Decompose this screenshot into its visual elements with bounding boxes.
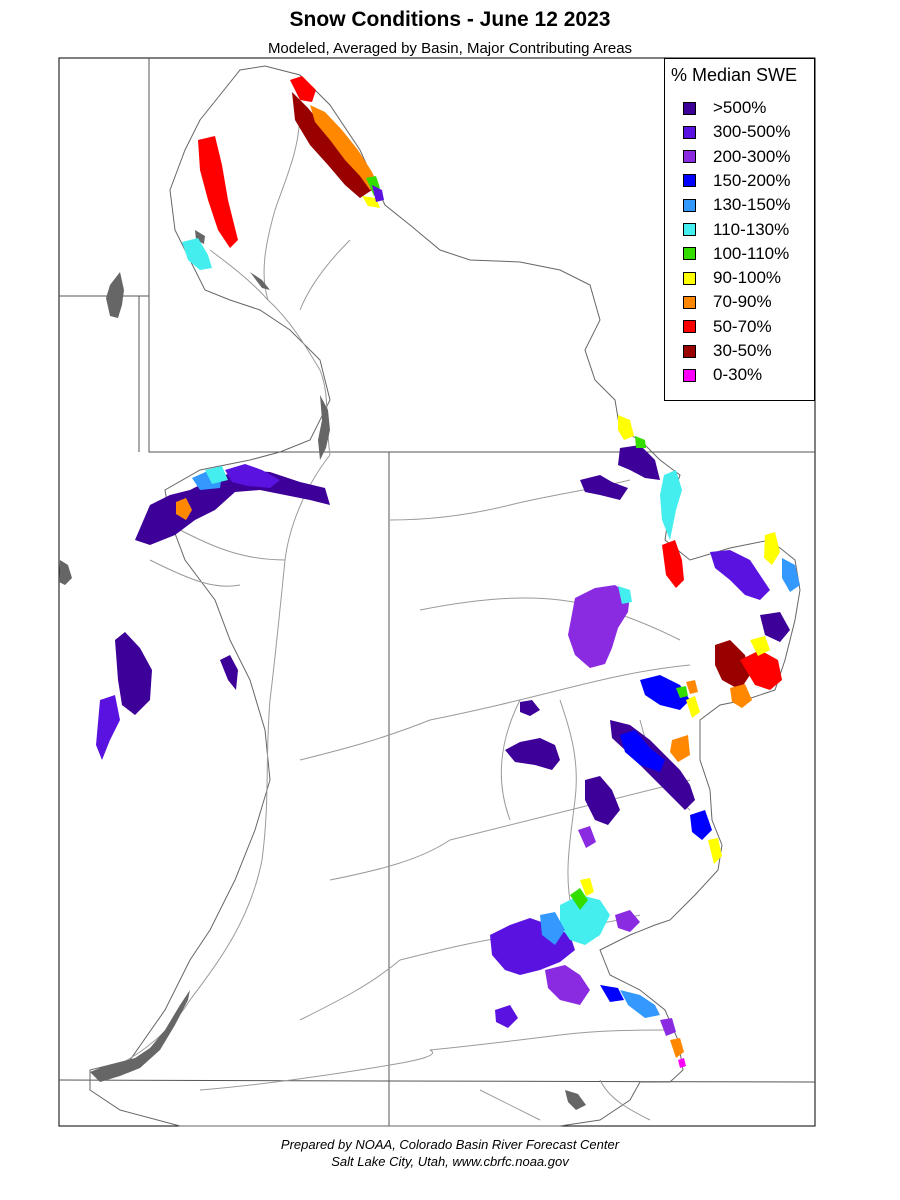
snow-patch-wind-river-orange: [310, 105, 378, 190]
legend-swatch: [683, 320, 696, 334]
legend-label: 30-50%: [713, 341, 772, 360]
legend-swatch: [683, 223, 696, 236]
legend-label: 90-100%: [713, 268, 782, 288]
snow-patch-wind-river: [292, 92, 372, 198]
legend-swatch: [683, 247, 696, 261]
state-boundaries: [58, 58, 816, 1126]
snow-patches: [96, 76, 800, 1068]
map-subtitle: Modeled, Averaged by Basin, Major Contri…: [267, 40, 633, 57]
utah-lake: [59, 560, 72, 585]
legend-label: 150-200%: [713, 170, 791, 190]
snow-patch-park-range: [618, 445, 660, 480]
snow-patch-wasatch: [115, 632, 152, 715]
snow-patch-front-range: [710, 550, 770, 600]
legend-swatch: [683, 125, 696, 139]
legend-swatch: [683, 368, 696, 382]
legend-label: 70-90%: [713, 292, 772, 312]
legend-label: >500%: [713, 98, 767, 117]
legend-swatch: [683, 150, 696, 164]
legend-item: 130-150%: [683, 194, 791, 216]
legend-label: 300-500%: [713, 122, 791, 142]
snow-patch-grand-mesa: [505, 738, 560, 770]
legend-label: 50-70%: [713, 316, 772, 336]
legend-swatch: [683, 271, 696, 285]
legend-item: 50-70%: [683, 316, 772, 338]
legend-item: 70-90%: [683, 291, 772, 313]
legend-label: 130-150%: [713, 195, 791, 215]
flaming-gorge: [318, 395, 330, 460]
legend-item: 30-50%: [683, 340, 772, 362]
legend-label: 110-130%: [713, 219, 790, 239]
footer-location: Salt Lake City, Utah, www.cbrfc.noaa.gov: [331, 1154, 569, 1169]
footer-credit: Prepared by NOAA, Colorado Basin River F…: [280, 1137, 620, 1152]
legend: % Median SWE >500% 300-500% 200-300% 150-20…: [664, 58, 815, 401]
legend-label: 200-300%: [713, 146, 791, 166]
great-salt-lake: [106, 272, 124, 318]
legend-item: 200-300%: [683, 146, 791, 168]
legend-item: 90-100%: [683, 267, 781, 289]
legend-item: >500%: [683, 97, 766, 119]
legend-swatch: [683, 198, 696, 212]
legend-item: 150-200%: [683, 170, 791, 192]
navajo-reservoir: [565, 1090, 586, 1110]
legend-item: 110-130%: [683, 219, 789, 241]
legend-title: % Median SWE: [671, 65, 798, 85]
map-title: Snow Conditions - June 12 2023: [289, 8, 611, 31]
legend-item: 300-500%: [683, 121, 791, 143]
basin-outline: [89, 65, 801, 1127]
arizona-newmexico-border: [58, 1079, 816, 1083]
legend-label: 0-30%: [713, 365, 763, 385]
wyoming-border: [148, 58, 815, 453]
legend-swatch: [683, 344, 696, 358]
lake-powell: [90, 990, 190, 1082]
legend-item: 0-30%: [683, 364, 762, 386]
legend-swatch: [683, 295, 696, 309]
snow-patch-wyoming-range: [198, 136, 238, 248]
snow-patch-flat-tops: [568, 585, 630, 668]
legend-swatch: [683, 174, 696, 188]
legend-item: 100-110%: [683, 243, 789, 265]
snow-patch-uintas: [135, 470, 330, 545]
legend-swatch: [683, 101, 696, 115]
legend-label: 100-110%: [713, 243, 790, 263]
